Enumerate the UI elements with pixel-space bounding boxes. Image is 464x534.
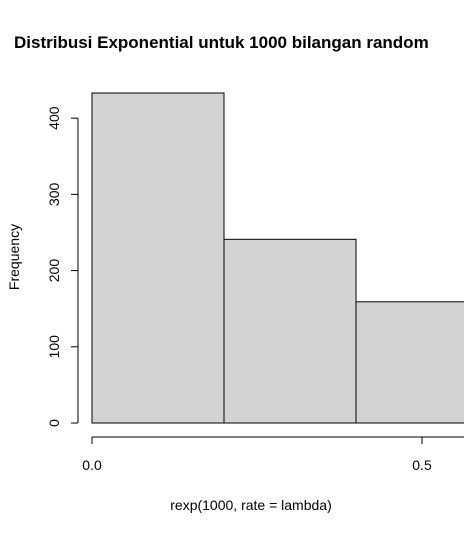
chart-title: Distribusi Exponential untuk 1000 bilang… [14,33,429,52]
y-axis: 0 100 200 300 400 [46,106,79,427]
histogram-bar [223,238,357,424]
y-tick-label: 400 [46,106,62,130]
bar-group [91,92,464,424]
y-axis-label: Frequency [6,224,22,290]
x-tick-label: 0.0 [82,457,102,473]
y-tick-label: 100 [46,335,62,359]
y-tick-label: 300 [46,182,62,206]
histogram-bar [355,301,464,424]
y-tick-label: 200 [46,259,62,283]
x-tick-label: 0.5 [412,457,432,473]
histogram-bar [91,92,225,424]
y-tick-label: 0 [46,419,62,427]
x-axis: 0.00.51.01.52.0 [82,436,464,473]
x-axis-label: rexp(1000, rate = lambda) [170,497,331,513]
